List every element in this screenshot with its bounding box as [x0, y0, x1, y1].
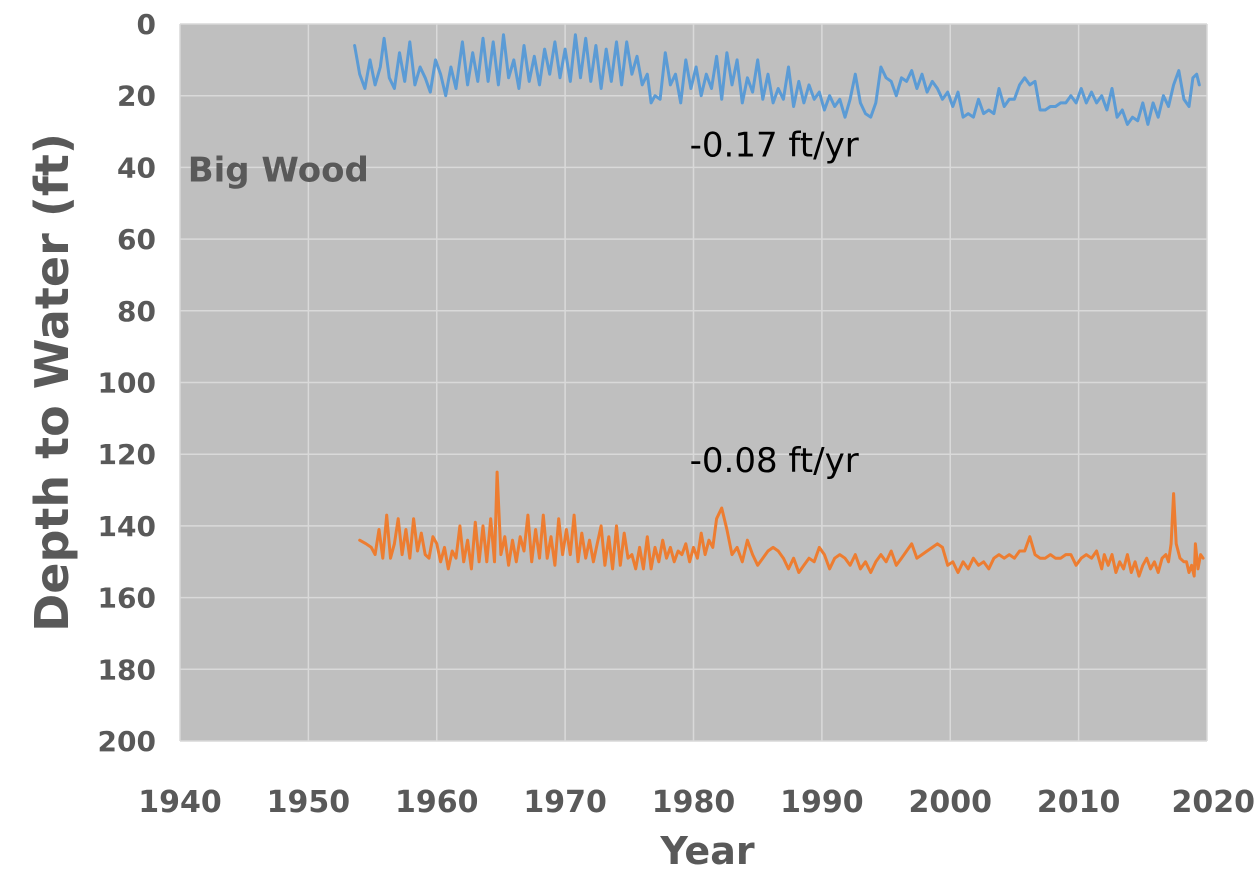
x-tick-label: 2010 [1037, 785, 1121, 820]
x-tick-label: 1940 [138, 785, 222, 820]
x-tick-label: 2000 [909, 785, 993, 820]
y-tick-label: 120 [98, 438, 156, 471]
x-tick-label: 1960 [395, 785, 479, 820]
x-axis-title: Year [659, 829, 754, 873]
annotations: Big Wood -0.17 ft/yr -0.08 ft/yr [188, 126, 859, 481]
x-tick-label: 1990 [780, 785, 864, 820]
x-tick-label: 1950 [267, 785, 351, 820]
y-tick-label: 140 [98, 510, 156, 543]
series-layer [353, 33, 1205, 578]
y-tick-labels: 0 20 40 60 80 100 120 140 160 180 200 [98, 8, 156, 758]
x-tick-label: 1970 [523, 785, 607, 820]
y-tick-label: 20 [117, 80, 156, 113]
x-tick-labels: 1940 1950 1960 1970 1980 1990 2000 2010 2020 [138, 785, 1255, 820]
y-tick-label: 160 [98, 582, 156, 615]
y-axis-title: Depth to Water (ft) [25, 133, 79, 632]
y-tick-label: 40 [117, 151, 156, 184]
y-tick-label: 200 [98, 725, 156, 758]
y-tick-label: 0 [137, 8, 156, 41]
y-tick-label: 180 [98, 653, 156, 686]
series-line-lower [358, 470, 1205, 578]
x-tick-label: 1980 [652, 785, 736, 820]
trend-annotation: -0.17 ft/yr [690, 126, 859, 166]
gridlines [179, 23, 1208, 742]
x-tick-label: 2020 [1172, 785, 1256, 820]
series-line-upper [353, 33, 1201, 126]
y-tick-label: 60 [117, 223, 156, 256]
trend-annotation: -0.08 ft/yr [690, 441, 859, 481]
y-tick-label: 100 [98, 367, 156, 400]
region-label: Big Wood [188, 151, 369, 191]
y-tick-label: 80 [117, 295, 156, 328]
